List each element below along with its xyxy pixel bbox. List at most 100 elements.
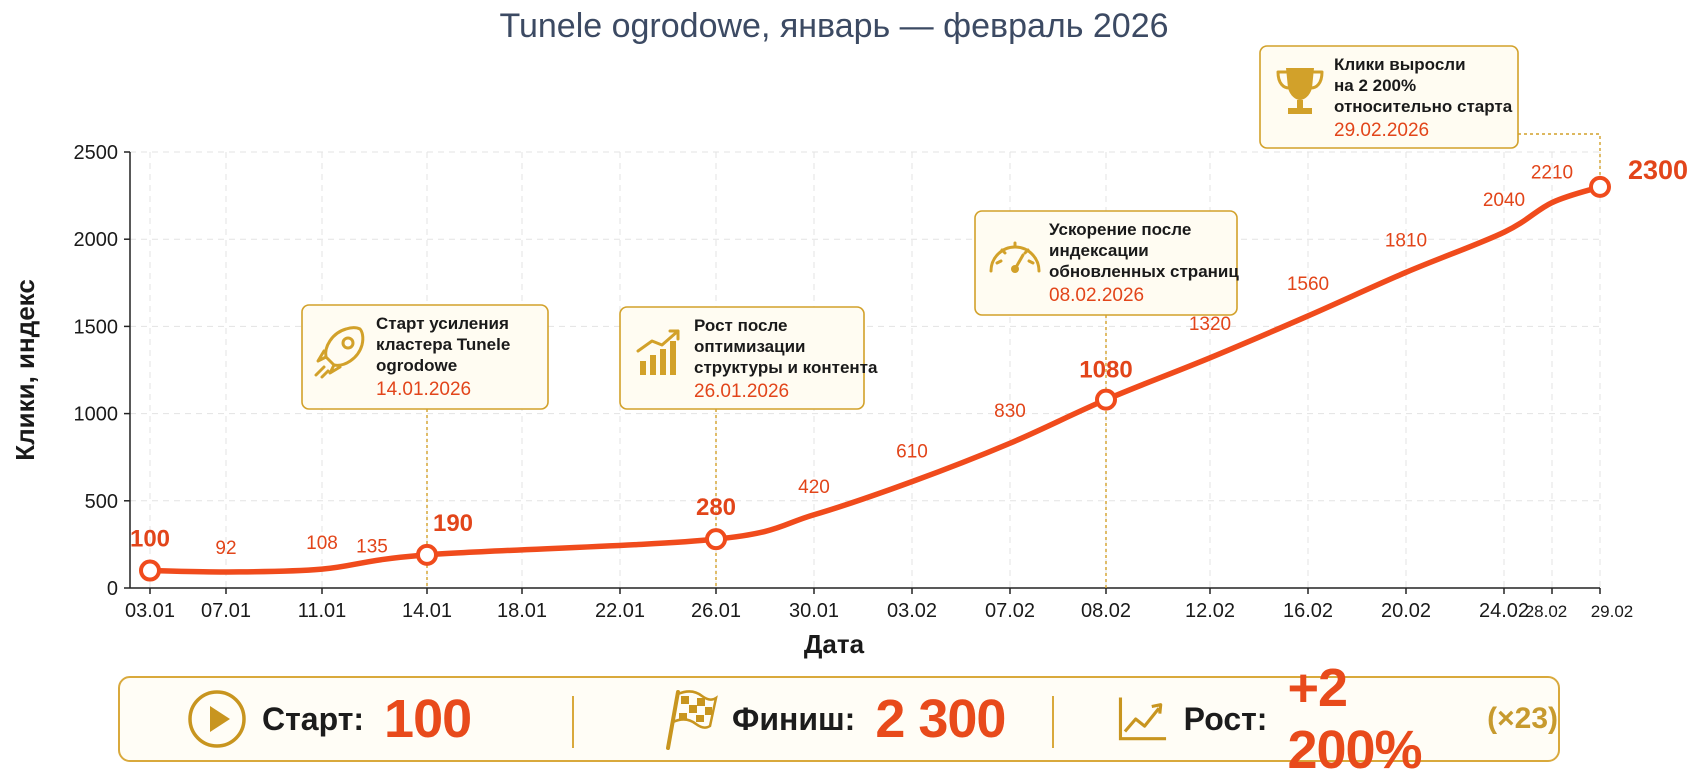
summary-start-value: 100 [384, 689, 472, 749]
annotation-text: обновленных страниц [1049, 262, 1239, 281]
speedometer-icon [989, 241, 1041, 273]
data-label: 420 [798, 477, 830, 498]
annotation-callout: Ускорение после индексации обновленных стр… [974, 210, 1239, 316]
summary-start: Старт: 100 [186, 678, 472, 760]
annotation-date: 26.01.2026 [694, 381, 789, 402]
data-label: 100 [130, 526, 170, 553]
trophy-icon [1288, 108, 1312, 114]
annotation-date: 29.02.2026 [1334, 120, 1429, 141]
rocket-icon [314, 349, 342, 379]
data-label: 1080 [1079, 357, 1132, 384]
summary-panel: Старт: 100 Финиш: 2 300 Рост: +2 200% (×… [118, 658, 1560, 780]
x-tick-label: 03.01 [125, 600, 175, 622]
data-point-marker [1589, 175, 1611, 198]
x-tick-label: 22.01 [595, 600, 645, 622]
y-tick-label: 500 [85, 491, 118, 513]
annotation-text: структуры и контента [694, 358, 878, 377]
annotation-text: относительно старта [1334, 97, 1513, 116]
data-label: 1810 [1385, 230, 1427, 251]
annotation-text: кластера Tunele [376, 335, 510, 354]
data-point-marker [1095, 388, 1117, 411]
bar-growth-icon [670, 341, 676, 375]
bar-growth-icon [660, 349, 666, 375]
y-tick-label: 0 [107, 578, 118, 600]
bar-growth-icon [650, 355, 656, 375]
annotation-text: Старт усиления [376, 314, 509, 333]
x-tick-label: 30.01 [789, 600, 839, 622]
x-tick-label: 11.01 [298, 600, 347, 622]
annotation-text: Ускорение после [1049, 220, 1191, 239]
x-tick-label: 20.02 [1381, 600, 1431, 622]
annotation-box [974, 210, 1238, 316]
data-label: 2300 [1628, 155, 1688, 185]
growth-chart-icon [1118, 697, 1167, 741]
checkered-flag-icon [666, 690, 718, 750]
data-label: 190 [433, 510, 473, 537]
series-line [147, 184, 1603, 575]
annotation-box [301, 304, 549, 410]
trophy-icon [1297, 100, 1303, 108]
annotation-connector [1518, 133, 1601, 175]
data-label: 92 [215, 538, 236, 559]
summary-finish-label: Финиш: [732, 700, 856, 737]
summary-start-label: Старт: [262, 700, 365, 737]
annotation-text: оптимизации [694, 337, 806, 356]
rocket-icon [324, 326, 365, 367]
x-tick-label: 12.02 [1185, 600, 1235, 622]
summary-divider [1052, 696, 1054, 748]
summary-growth: Рост: +2 200% (×23) [1116, 658, 1558, 780]
bar-growth-icon [640, 361, 646, 375]
data-point-marker [416, 543, 438, 566]
x-tick-label: 07.02 [985, 600, 1035, 622]
x-tick-label: 08.02 [1081, 600, 1131, 622]
annotation-callout: Рост после оптимизации структуры и контент… [619, 306, 878, 410]
data-label: 280 [696, 494, 736, 521]
summary-divider [572, 696, 574, 748]
line-chart: Tunele ogrodowe, январь — февраль 2026 0 5… [10, 7, 1688, 659]
summary-finish-value: 2 300 [875, 689, 1006, 749]
rocket-icon [341, 336, 355, 350]
y-tick-label: 2000 [74, 229, 119, 251]
y-axis-label: Клики, индекс [10, 279, 40, 461]
annotation-date: 14.01.2026 [376, 379, 471, 400]
data-label: 135 [356, 536, 388, 557]
x-tick-label: 29.02 [1591, 602, 1634, 621]
x-tick-label: 07.01 [201, 600, 251, 622]
y-tick-label: 1500 [74, 316, 119, 338]
x-tick-label: 28.02 [1525, 602, 1568, 621]
annotation-text: Рост после [694, 316, 788, 335]
speedometer-icon [995, 241, 1035, 265]
annotation-text: ogrodowe [376, 356, 457, 375]
x-tick-label: 03.02 [887, 600, 937, 622]
annotation-date: 08.02.2026 [1049, 285, 1144, 306]
x-tick-label: 26.01 [691, 600, 741, 622]
y-tick-label: 1000 [74, 404, 119, 426]
annotation-box [619, 306, 865, 410]
x-axis-label: Дата [804, 629, 865, 659]
x-tick-label: 14.01 [402, 600, 452, 622]
annotation-text: Клики выросли [1334, 55, 1466, 74]
data-label: 2040 [1483, 190, 1525, 211]
y-tick-label: 2500 [74, 142, 119, 164]
play-icon [188, 690, 246, 748]
rocket-icon [314, 326, 365, 379]
data-label: 1560 [1287, 274, 1329, 295]
summary-growth-value: +2 200% [1287, 658, 1422, 780]
trophy-icon [1276, 68, 1324, 114]
annotation-callout: Старт усиления кластера Tunele ogrodowe 14.… [301, 304, 549, 410]
summary-growth-multiplier: (×23) [1487, 702, 1558, 735]
bar-growth-icon [636, 329, 680, 375]
data-point-marker [705, 528, 727, 551]
x-tick-label: 18.01 [497, 600, 547, 622]
annotation-text: на 2 200% [1334, 76, 1416, 95]
bar-growth-icon [636, 329, 680, 353]
x-tick-label: 16.02 [1283, 600, 1333, 622]
x-tick-label: 24.02 [1479, 600, 1529, 622]
annotation-callout: Клики выросли на 2 200% относительно старт… [1259, 45, 1519, 149]
summary-finish: Финиш: 2 300 [658, 678, 1006, 760]
summary-growth-label: Рост: [1183, 700, 1268, 737]
trophy-icon [1286, 68, 1314, 100]
data-label: 1320 [1189, 314, 1231, 335]
data-label: 830 [994, 401, 1026, 422]
data-label: 610 [896, 442, 928, 463]
